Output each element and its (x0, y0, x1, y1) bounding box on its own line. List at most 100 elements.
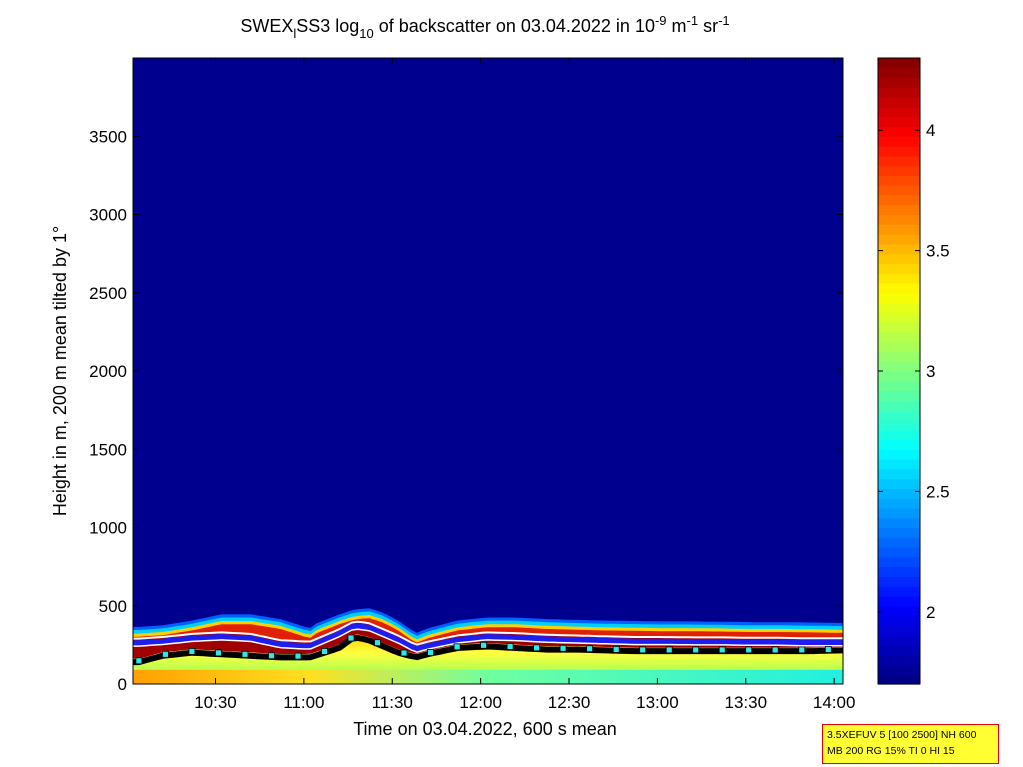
layer-marker (534, 645, 540, 651)
colorbar-segment (878, 224, 920, 234)
colorbar-segment (878, 283, 920, 293)
y-tick-label: 1500 (89, 440, 127, 459)
y-tick-label: 3000 (89, 206, 127, 225)
layer-marker (136, 658, 142, 664)
x-tick-label: 12:00 (459, 693, 502, 712)
layer-marker (454, 644, 460, 650)
colorbar-segment (878, 342, 920, 352)
layer-marker (825, 647, 831, 653)
layer-marker (375, 640, 381, 646)
x-tick-label: 13:00 (636, 693, 679, 712)
colorbar-segment (878, 68, 920, 78)
x-tick-label: 11:30 (372, 693, 413, 712)
layer-marker (560, 645, 566, 651)
colorbar-segment (878, 469, 920, 479)
colorbar-segment (878, 107, 920, 117)
layer-marker (481, 642, 487, 648)
colorbar-segment (878, 420, 920, 430)
colorbar-segment (878, 430, 920, 440)
colorbar-segment (878, 459, 920, 469)
colorbar-segment (878, 371, 920, 381)
colorbar-tick-label: 4 (926, 121, 935, 140)
info-box: 3.5XEFUV 5 [100 2500] NH 600 MB 200 RG 1… (822, 724, 999, 764)
colorbar-segment (878, 273, 920, 283)
colorbar-segment (878, 518, 920, 528)
plot-area (133, 58, 843, 684)
layer-marker (507, 643, 513, 649)
colorbar (878, 58, 920, 685)
layer-marker (666, 647, 672, 653)
colorbar-segment (878, 439, 920, 449)
plot-background (133, 58, 843, 684)
colorbar-segment (878, 488, 920, 498)
y-tick-label: 0 (118, 675, 127, 694)
colorbar-tick-label: 3.5 (926, 242, 950, 261)
x-tick-label: 10:30 (194, 693, 237, 712)
colorbar-segment (878, 361, 920, 371)
colorbar-segment (878, 400, 920, 410)
layer-marker (348, 635, 354, 641)
colorbar-segment (878, 351, 920, 361)
x-tick-label: 12:30 (548, 693, 591, 712)
colorbar-segment (878, 312, 920, 322)
colorbar-segment (878, 58, 920, 68)
colorbar-segment (878, 126, 920, 136)
colorbar-segment (878, 674, 920, 684)
colorbar-segment (878, 537, 920, 547)
colorbar-segment (878, 205, 920, 215)
colorbar-segment (878, 244, 920, 254)
colorbar-segment (878, 303, 920, 313)
layer-marker (640, 647, 646, 653)
colorbar-segment (878, 254, 920, 264)
layer-marker (719, 647, 725, 653)
colorbar-segment (878, 117, 920, 127)
colorbar-segment (878, 97, 920, 107)
y-tick-label: 500 (99, 597, 127, 616)
colorbar-segment (878, 263, 920, 273)
colorbar-segment (878, 215, 920, 225)
colorbar-segment (878, 195, 920, 205)
colorbar-segment (878, 528, 920, 538)
x-tick-label: 11:00 (283, 693, 324, 712)
colorbar-segment (878, 586, 920, 596)
chart-title: SWEXlSS3 log10 of backscatter on 03.04.2… (240, 13, 729, 41)
layer-marker (428, 649, 434, 655)
layer-marker (322, 648, 328, 654)
colorbar-tick-label: 2.5 (926, 482, 950, 501)
colorbar-segment (878, 410, 920, 420)
layer-marker (189, 648, 195, 654)
colorbar-segment (878, 293, 920, 303)
layer-ground (133, 670, 843, 684)
y-tick-label: 1000 (89, 519, 127, 538)
info-box-line1: 3.5XEFUV 5 [100 2500] NH 600 (827, 727, 998, 743)
colorbar-segment (878, 625, 920, 635)
colorbar-segment (878, 78, 920, 88)
colorbar-segment (878, 557, 920, 567)
layer-marker (295, 653, 301, 659)
colorbar-segment (878, 449, 920, 459)
colorbar-segment (878, 234, 920, 244)
colorbar-segment (878, 576, 920, 586)
layer-marker (587, 646, 593, 652)
colorbar-segment (878, 596, 920, 606)
layer-marker (772, 647, 778, 653)
colorbar-segment (878, 381, 920, 391)
colorbar-segment (878, 185, 920, 195)
colorbar-segment (878, 645, 920, 655)
colorbar-segment (878, 635, 920, 645)
colorbar-segment (878, 508, 920, 518)
y-tick-label: 2000 (89, 362, 127, 381)
info-box-line2: MB 200 RG 15% TI 0 HI 15 (827, 743, 998, 759)
y-tick-label: 3500 (89, 127, 127, 146)
colorbar-segment (878, 156, 920, 166)
layer-marker (162, 651, 168, 657)
layer-marker (746, 647, 752, 653)
y-axis-label: Height in m, 200 m mean tilted by 1° (50, 226, 70, 516)
x-axis-label: Time on 03.04.2022, 600 s mean (353, 719, 617, 739)
y-tick-label: 2500 (89, 284, 127, 303)
colorbar-segment (878, 498, 920, 508)
colorbar-segment (878, 146, 920, 156)
colorbar-segment (878, 664, 920, 674)
colorbar-segment (878, 616, 920, 626)
